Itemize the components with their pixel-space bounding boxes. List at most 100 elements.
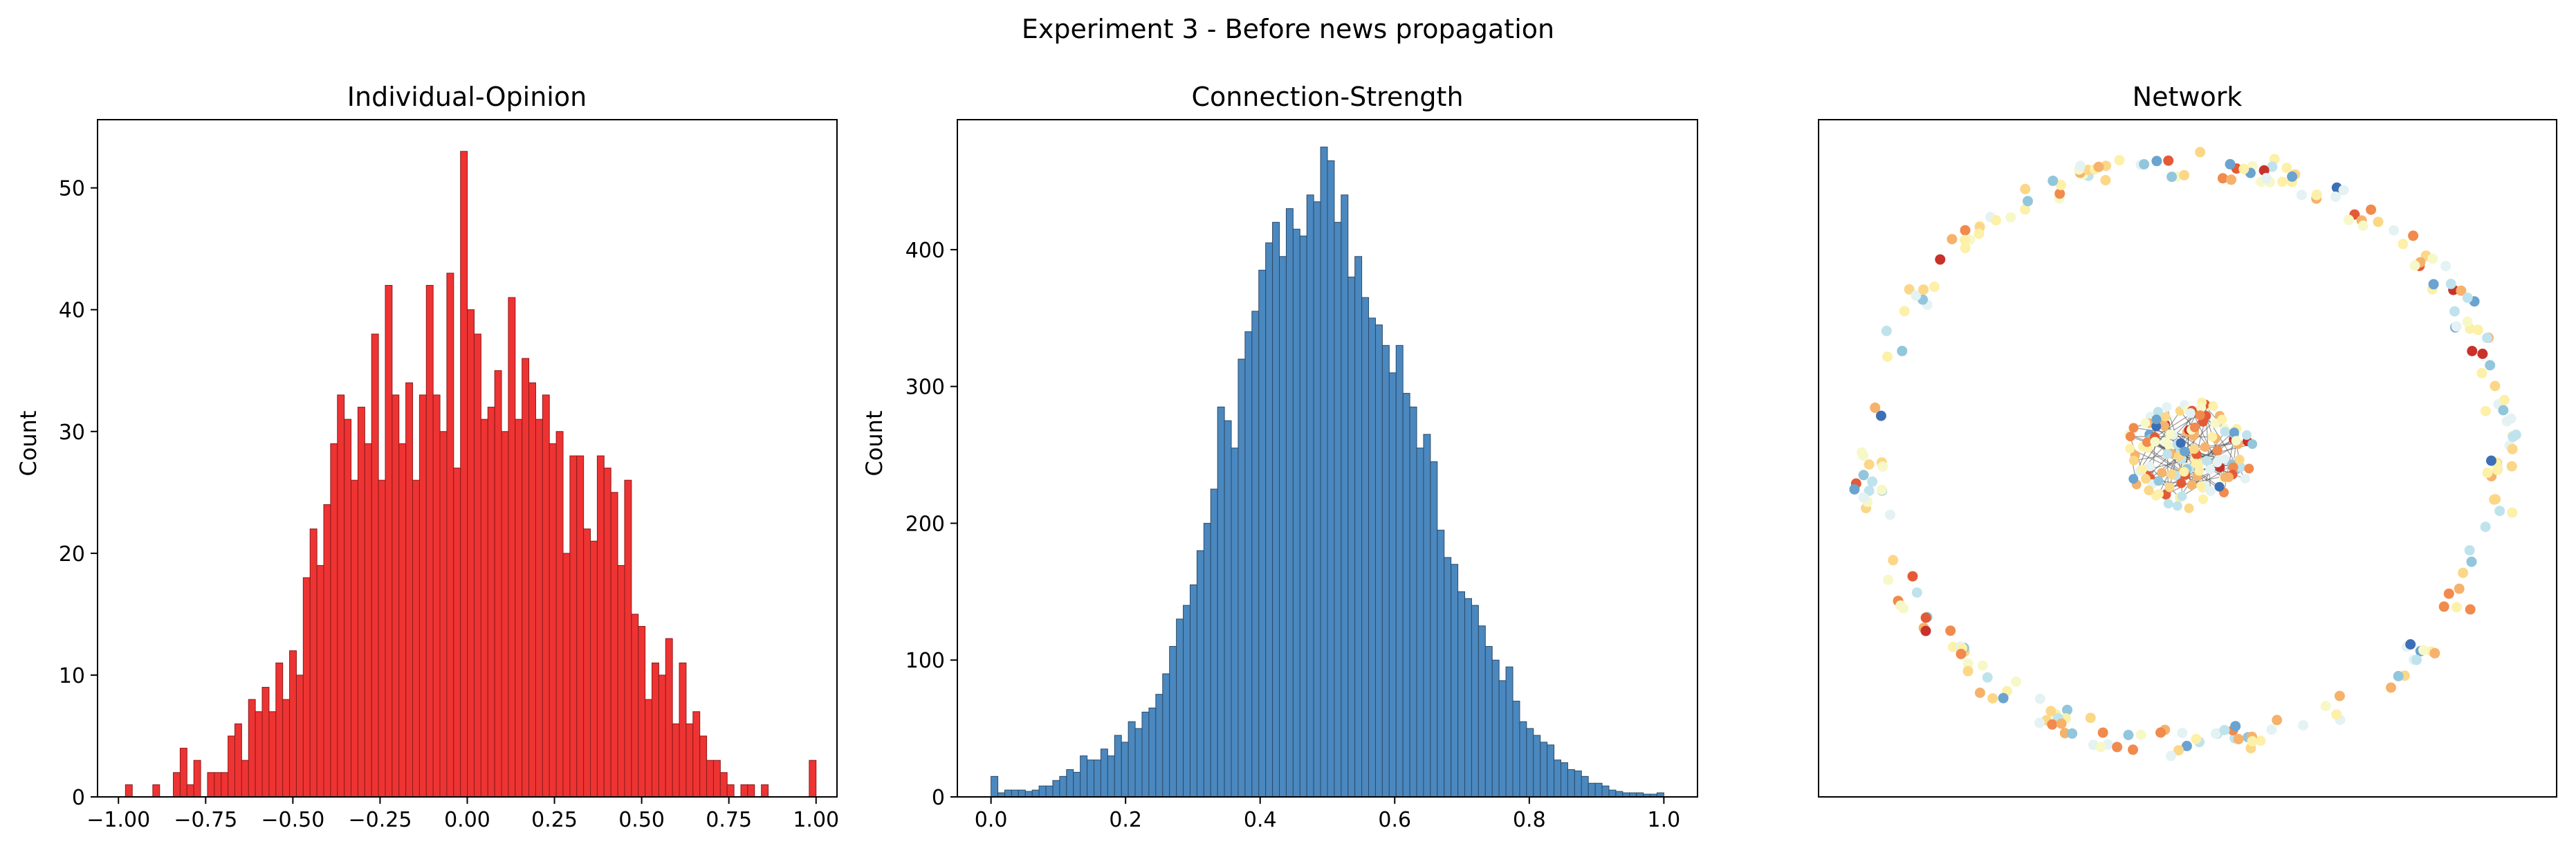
opinion-bar — [761, 784, 769, 798]
strength-bar — [1306, 194, 1314, 798]
opinion-bar — [275, 662, 284, 798]
network-node — [2445, 278, 2456, 289]
network-node — [2331, 709, 2342, 720]
strength-xtick-label: 0.0 — [975, 808, 1008, 832]
network-node — [1875, 410, 1886, 421]
strength-bar — [1560, 762, 1568, 798]
network-node — [1960, 243, 1971, 254]
opinion-bar — [617, 564, 625, 798]
network-node — [1962, 658, 1974, 669]
network-node — [2112, 742, 2123, 753]
network-node — [2212, 445, 2223, 456]
opinion-bar — [125, 784, 133, 798]
opinion-bar — [638, 625, 646, 798]
opinion-bar — [234, 723, 242, 798]
opinion-axes-frame — [97, 119, 838, 798]
network-edge — [2180, 410, 2219, 461]
opinion-bar — [309, 528, 318, 798]
opinion-histogram: Individual-Opinion Count −1.00 −0.75 −0.50… — [15, 82, 839, 832]
network-node — [2408, 230, 2419, 241]
network-node — [2510, 430, 2521, 440]
network-node — [2128, 455, 2139, 466]
network-node — [1882, 351, 1893, 362]
opinion-bar — [712, 760, 721, 798]
opinion-ytick-label: 50 — [59, 177, 85, 201]
network-nodes — [1849, 147, 2521, 762]
network-node — [2494, 506, 2505, 517]
opinion-ytick-label: 10 — [59, 664, 85, 688]
strength-bar — [1313, 201, 1321, 798]
strength-bar — [1588, 782, 1596, 798]
network-node — [2175, 438, 2186, 448]
network-node — [2163, 499, 2173, 509]
opinion-bar — [289, 650, 297, 798]
network-node — [2472, 324, 2483, 335]
opinion-bar — [412, 479, 420, 798]
opinion-bar — [672, 723, 680, 798]
network-node — [2443, 588, 2454, 599]
network-node — [2405, 639, 2416, 650]
opinion-bar — [658, 674, 666, 798]
network-node — [2047, 719, 2058, 730]
network-node — [2427, 253, 2438, 264]
opinion-bar — [357, 407, 365, 798]
opinion-bar — [665, 638, 673, 798]
strength-bar — [1258, 270, 1267, 798]
network-node — [2480, 522, 2491, 533]
opinion-bar — [596, 455, 605, 798]
opinion-bar — [405, 382, 414, 798]
network-node — [2207, 432, 2218, 442]
strength-bar — [1444, 557, 1452, 798]
network-node — [2177, 491, 2187, 502]
strength-ytick-label: 400 — [905, 239, 945, 263]
network-node — [2162, 449, 2173, 459]
strength-bar — [1478, 625, 1486, 798]
network-node — [2238, 163, 2250, 174]
strength-bar — [1320, 147, 1328, 798]
opinion-bar — [432, 394, 441, 798]
strength-bar — [1388, 372, 1397, 798]
network-node — [1987, 693, 1998, 704]
network-node — [2128, 474, 2139, 484]
network-node — [2467, 346, 2478, 356]
network-node — [2462, 316, 2473, 327]
network-node — [2191, 733, 2202, 744]
opinion-bar — [186, 784, 194, 798]
opinion-bar — [747, 784, 755, 798]
opinion-bar — [535, 419, 543, 798]
network-node — [2486, 455, 2496, 466]
network-node — [2166, 172, 2178, 183]
network-node — [2217, 414, 2227, 425]
strength-bar — [1107, 755, 1115, 798]
network-node — [2428, 279, 2439, 290]
network-node — [2507, 443, 2518, 454]
opinion-bar — [398, 443, 407, 798]
network-node — [1907, 571, 1918, 582]
network-node — [2151, 421, 2162, 432]
strength-bar — [1505, 666, 1514, 798]
strength-bar — [1059, 775, 1067, 798]
strength-bar — [1128, 721, 1136, 798]
network-node — [2075, 160, 2086, 172]
network-node — [2476, 367, 2487, 378]
strength-bar — [1484, 645, 1493, 798]
strength-bar — [1148, 707, 1157, 798]
opinion-xtick-label: 0.25 — [531, 808, 578, 832]
strength-ytick-label: 200 — [905, 512, 945, 536]
strength-xtick-label: 0.8 — [1513, 808, 1546, 832]
network-node — [2177, 728, 2188, 739]
network-node — [2489, 494, 2500, 505]
network-node — [2189, 444, 2199, 454]
strength-bar — [1574, 770, 1582, 798]
opinion-bar — [378, 479, 386, 798]
network-node — [2151, 414, 2162, 425]
opinion-bar — [364, 443, 372, 798]
strength-bar — [1183, 605, 1190, 798]
strength-bar — [1512, 701, 1520, 798]
network-node — [2296, 190, 2307, 201]
network-node — [2334, 690, 2345, 701]
opinion-xtick-label: 0.00 — [444, 808, 490, 832]
network-node — [2125, 443, 2135, 454]
opinion-bar — [809, 760, 817, 798]
